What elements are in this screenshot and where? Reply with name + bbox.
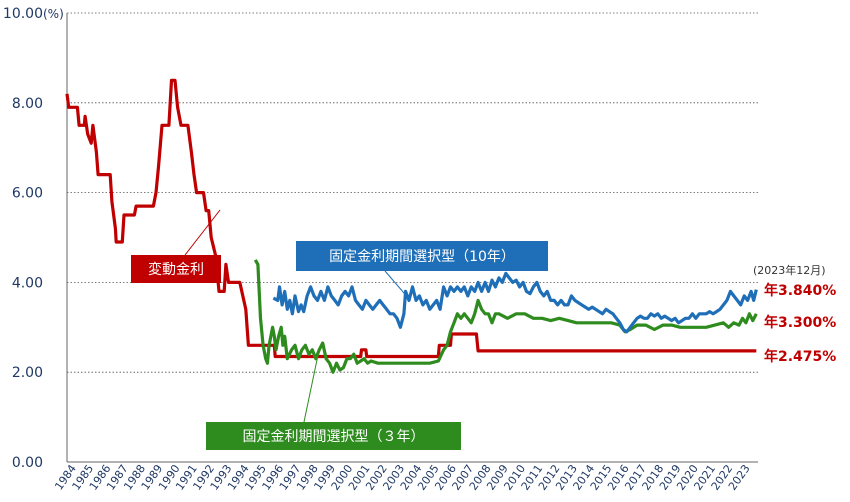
series-layer bbox=[65, 78, 758, 374]
grid bbox=[67, 12, 758, 373]
series-name-label: 固定金利期間選択型（３年） bbox=[243, 429, 425, 445]
end-value-label: 年2.475% bbox=[764, 348, 836, 365]
y-tick-label: 10.00 bbox=[3, 6, 43, 22]
y-tick-label: 4.00 bbox=[12, 275, 43, 291]
end-value-labels: 年2.475% 年3.840% 年3.300% bbox=[764, 282, 836, 365]
x-axis-ticks: 1984198519861987198819891990199119921993… bbox=[52, 462, 752, 492]
callout-box bbox=[296, 241, 548, 271]
series-callouts: 変動金利 固定金利期間選択型（10年） 固定金利期間選択型（３年） bbox=[131, 209, 548, 450]
end-value-label: 年3.840% bbox=[764, 282, 836, 299]
callout-box bbox=[206, 422, 461, 450]
y-tick-label: 8.00 bbox=[12, 96, 43, 112]
callout-box bbox=[131, 255, 221, 283]
callout-leader bbox=[303, 354, 319, 423]
y-axis-ticks: 0.00 2.00 4.00 6.00 8.00 10.00 bbox=[3, 6, 43, 471]
y-tick-label: 6.00 bbox=[12, 186, 43, 202]
callout-leader bbox=[384, 270, 411, 301]
series-name-label: 変動金利 bbox=[148, 261, 204, 278]
y-tick-label: 2.00 bbox=[12, 365, 43, 381]
series-line-2 bbox=[253, 259, 758, 374]
callout-leader bbox=[184, 209, 221, 256]
date-note: (2023年12月) bbox=[753, 263, 826, 277]
series-line-1 bbox=[272, 271, 758, 334]
y-tick-label: 0.00 bbox=[12, 455, 43, 471]
series-line-0 bbox=[65, 78, 757, 359]
end-value-label: 年3.300% bbox=[764, 314, 836, 331]
series-name-label: 固定金利期間選択型（10年） bbox=[329, 249, 515, 265]
y-unit-label: (%) bbox=[43, 7, 64, 21]
